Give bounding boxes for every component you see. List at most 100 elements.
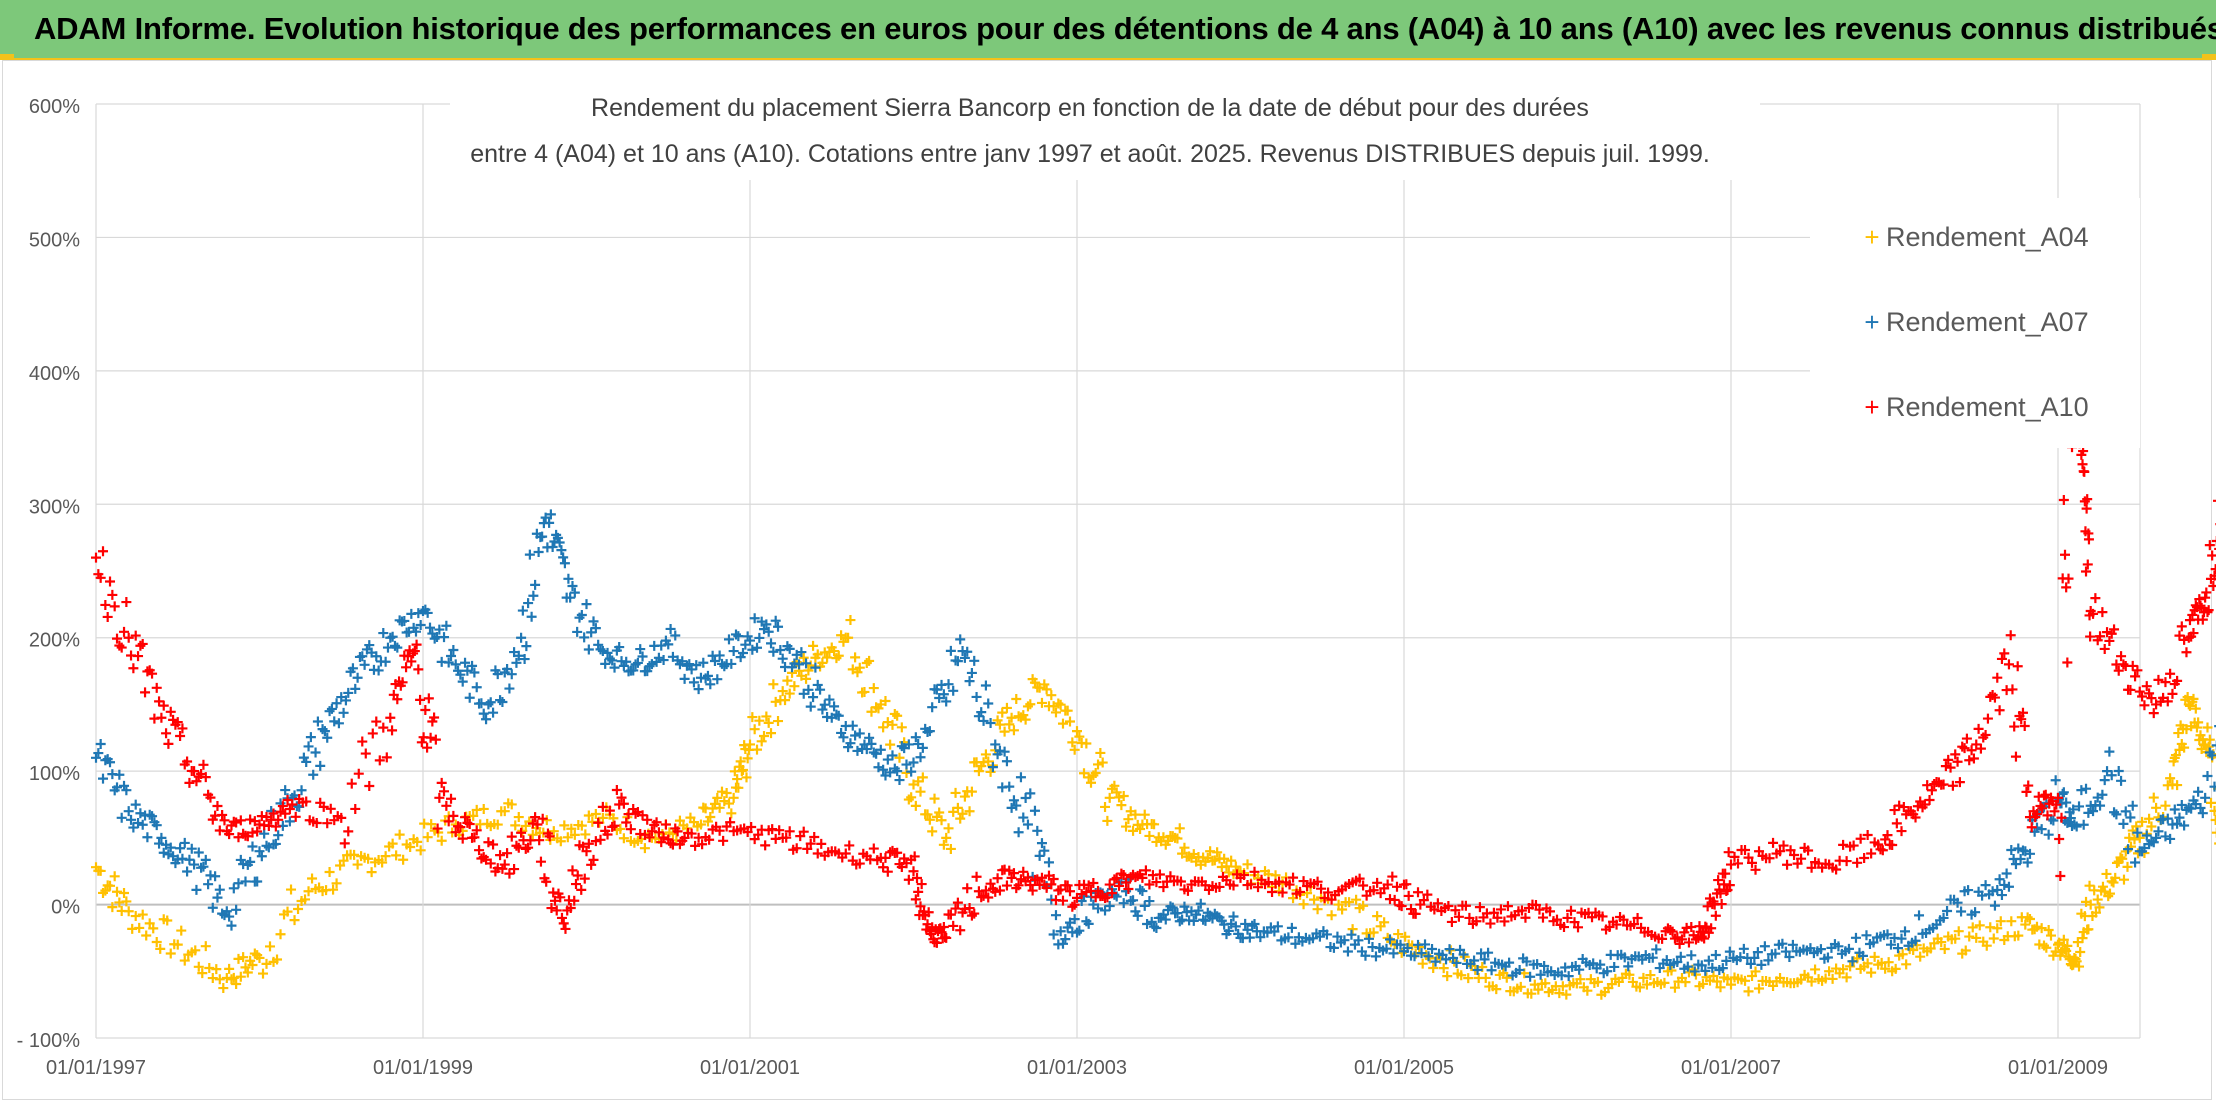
data-point-interp: [766, 728, 777, 739]
data-point-interp: [1619, 952, 1630, 963]
data-point-interp: [815, 684, 826, 695]
data-point: [728, 646, 739, 657]
data-point-interp: [2022, 912, 2033, 923]
data-point-interp: [325, 803, 336, 814]
data-point-interp: [1135, 869, 1146, 880]
data-point-interp: [1763, 955, 1774, 966]
data-point-interp: [1027, 885, 1038, 896]
data-point-interp: [2134, 686, 2145, 697]
data-point-interp: [2071, 956, 2082, 967]
data-point-interp: [1395, 939, 1406, 950]
data-point-interp: [1022, 701, 1033, 712]
data-point-interp: [1544, 906, 1555, 917]
data-point-interp: [642, 814, 653, 825]
data-point-interp: [133, 817, 144, 828]
data-point-interp: [1081, 738, 1092, 749]
data-point-interp: [2061, 582, 2072, 593]
data-point-interp: [1446, 916, 1457, 927]
axis-labels: 600% 500% 400% 300% 200% 100% 0% - 100% 01/01/19…: [17, 96, 2108, 1079]
data-point-interp: [1893, 943, 1903, 954]
data-point-interp: [1897, 949, 1908, 960]
data-point-interp: [2170, 750, 2181, 761]
data-point-interp: [922, 809, 933, 820]
data-point-interp: [2022, 857, 2033, 868]
data-point-interp: [112, 633, 123, 644]
data-point-interp: [363, 853, 374, 864]
data-point-interp: [1925, 943, 1936, 954]
report-banner: ADAM Informe. Evolution historique des p…: [0, 0, 2216, 60]
data-point-interp: [559, 820, 570, 831]
data-point-interp: [1128, 895, 1139, 906]
data-point-interp: [558, 918, 569, 929]
data-point-interp: [2125, 812, 2136, 823]
data-point-interp: [2207, 550, 2216, 561]
data-point-interp: [546, 903, 557, 914]
data-point-interp: [364, 780, 375, 791]
data-point-interp: [887, 719, 898, 730]
data-point-interp: [940, 932, 951, 943]
data-point-interp: [1312, 904, 1323, 915]
data-point-interp: [1351, 894, 1362, 905]
data-point-interp: [1994, 705, 2005, 716]
data-point-interp: [1460, 900, 1471, 911]
data-point-interp: [1708, 896, 1719, 907]
data-point-interp: [1295, 886, 1306, 897]
data-point-interp: [812, 679, 823, 690]
data-point-interp: [107, 589, 118, 600]
data-point-interp: [768, 679, 779, 690]
data-point-interp: [1862, 830, 1873, 841]
data-point-interp: [1400, 931, 1411, 942]
data-point-interp: [1950, 933, 1961, 944]
data-point-interp: [282, 794, 293, 805]
data-point-interp: [1883, 957, 1894, 968]
data-point-interp: [1910, 812, 1921, 823]
data-point-interp: [1640, 950, 1651, 961]
data-point-interp: [1573, 922, 1584, 933]
data-point-interp: [331, 878, 342, 889]
data-point-interp: [371, 716, 382, 727]
data-point-interp: [892, 847, 903, 858]
data-point-interp: [504, 868, 515, 879]
data-point-interp: [1754, 983, 1765, 994]
data-point-interp: [1474, 902, 1485, 913]
data-point-interp: [1877, 845, 1888, 856]
data-point-interp: [1149, 819, 1160, 830]
data-point-interp: [259, 828, 270, 839]
data-point-interp: [927, 826, 938, 837]
data-point-interp: [1852, 857, 1863, 868]
data-point-interp: [1326, 910, 1337, 921]
data-point-interp: [567, 580, 578, 591]
data-point-interp: [1848, 840, 1859, 851]
data-point-interp: [985, 718, 996, 729]
data-point-interp: [233, 953, 244, 964]
data-point-interp: [2084, 880, 2095, 891]
data-point-interp: [2182, 692, 2193, 703]
data-point-interp: [256, 851, 267, 862]
data-point-interp: [448, 644, 459, 655]
data-point-interp: [852, 745, 863, 756]
data-point-interp: [441, 800, 452, 811]
data-point-interp: [1137, 886, 1148, 897]
data-point-interp: [432, 823, 443, 834]
data-point-interp: [838, 732, 849, 743]
data-point-interp: [726, 808, 737, 819]
data-point-interp: [380, 851, 391, 862]
data-point-interp: [2041, 942, 2052, 953]
data-point-interp: [2115, 852, 2126, 863]
data-point-interp: [945, 909, 956, 920]
data-point-interp: [1479, 954, 1490, 965]
data-point-interp: [224, 829, 235, 840]
data-point-interp: [471, 682, 482, 693]
data-point-interp: [741, 772, 752, 783]
data-point-interp: [712, 792, 723, 803]
data-point-interp: [801, 673, 812, 684]
data-point-interp: [801, 658, 812, 669]
data-point-interp: [1850, 932, 1861, 943]
data-point-interp: [2058, 787, 2069, 798]
data-point-interp: [1703, 955, 1714, 966]
data-point-interp: [1443, 901, 1454, 912]
data-point-interp: [114, 640, 125, 651]
data-point-interp: [1720, 868, 1731, 879]
data-point-interp: [593, 817, 604, 828]
data-point-interp: [2075, 946, 2086, 957]
